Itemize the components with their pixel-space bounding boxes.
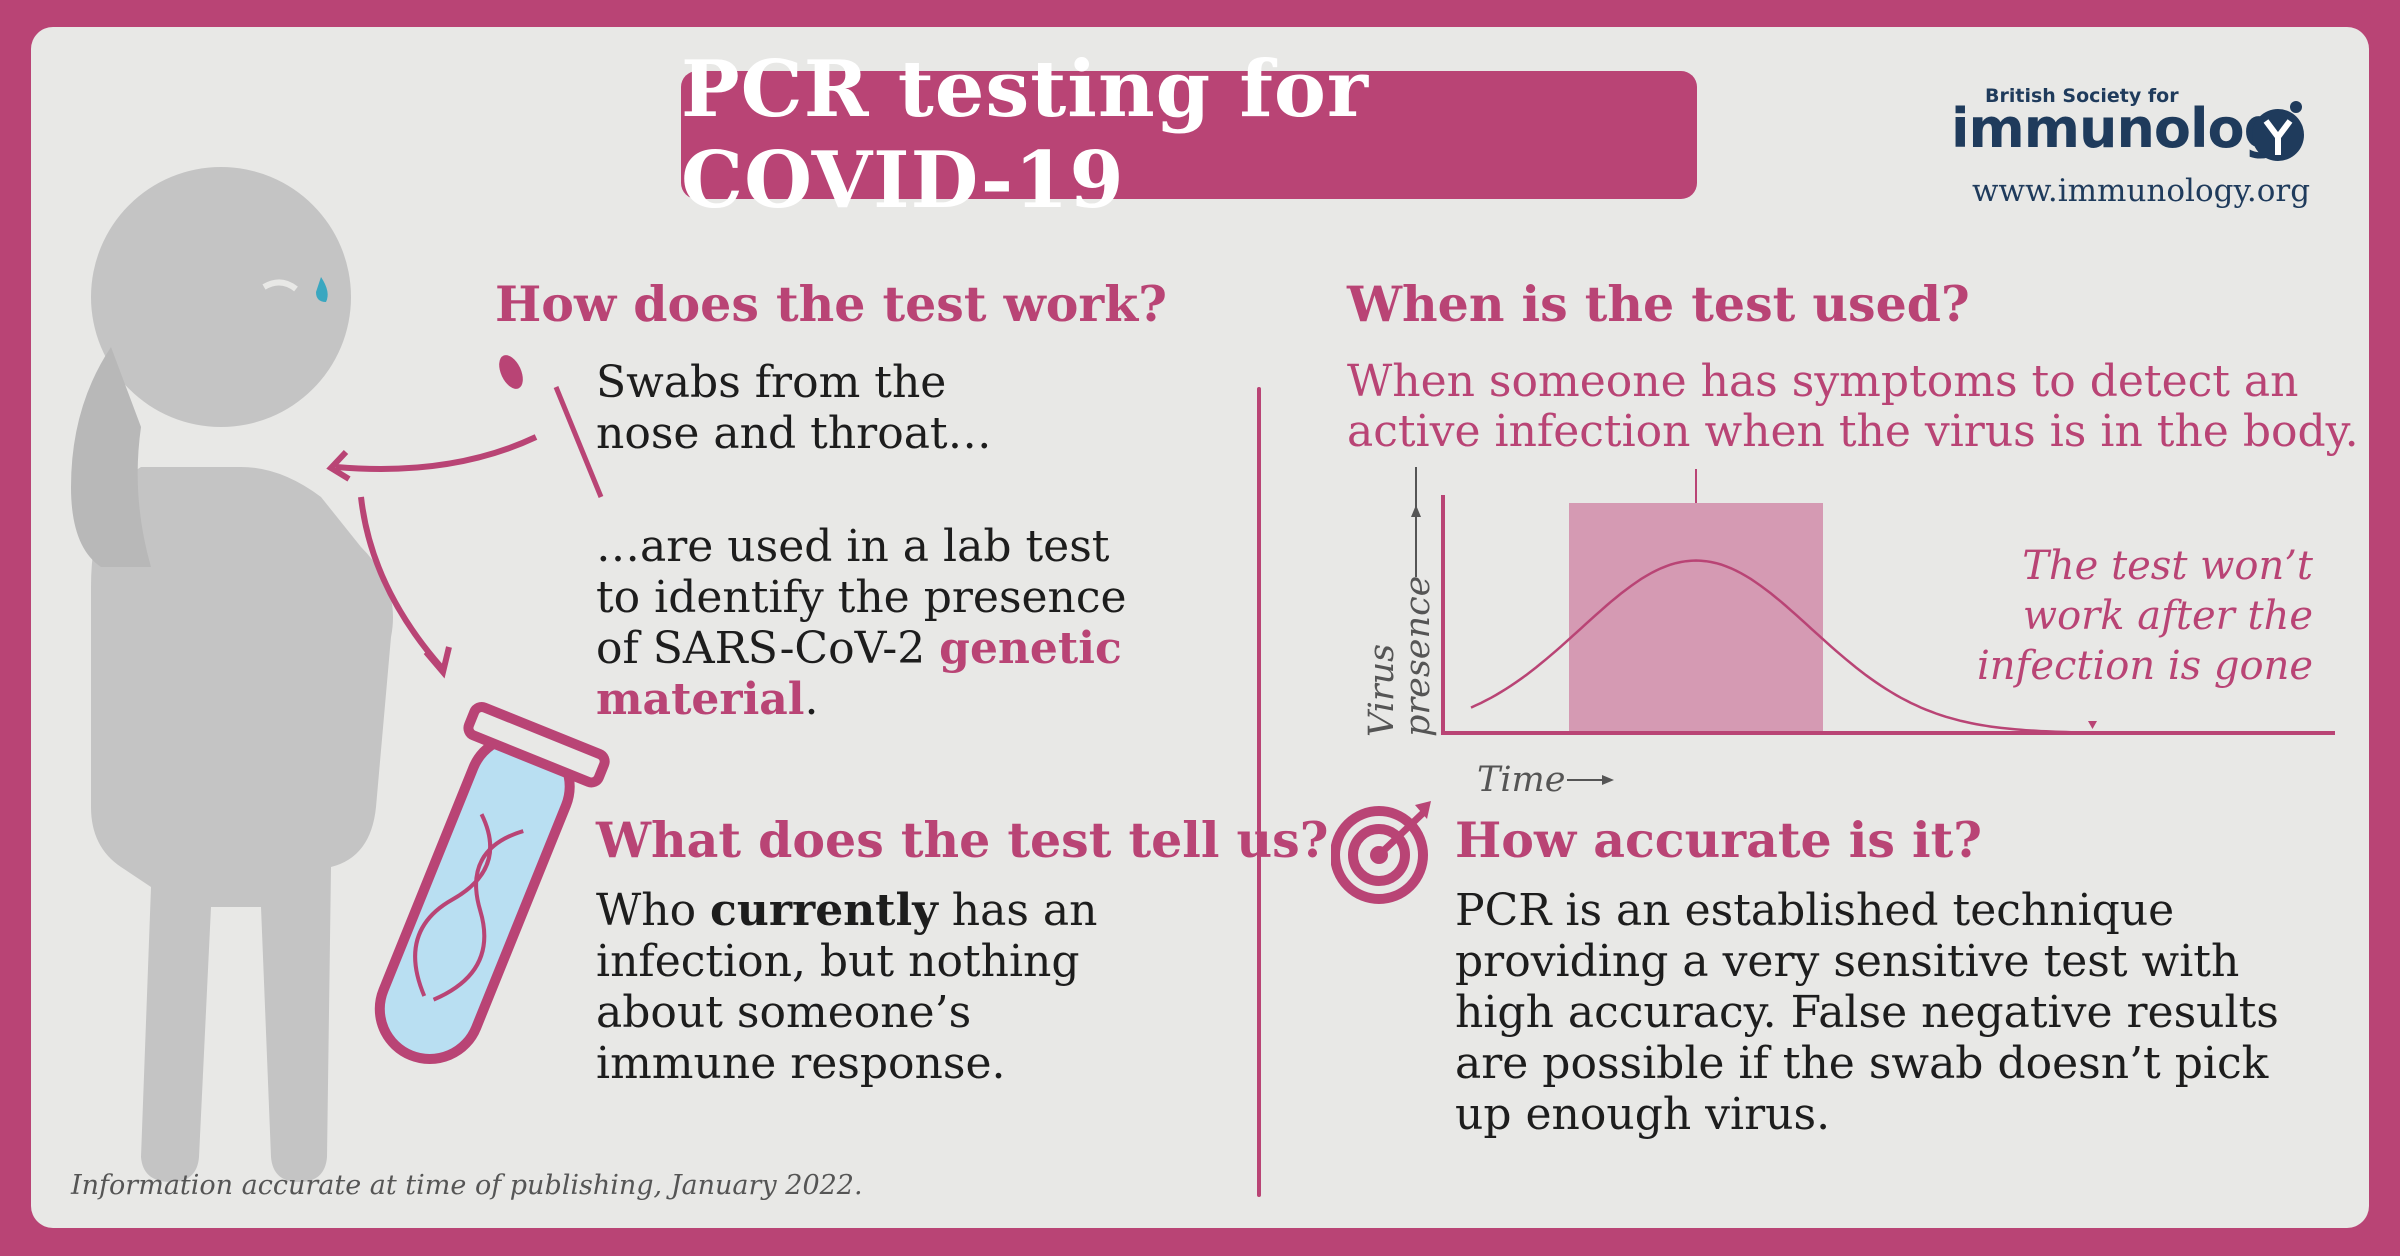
person-body <box>91 467 393 1182</box>
tell-text: Who currently has an infection, but noth… <box>596 885 1097 1089</box>
accuracy-line-1: PCR is an established technique <box>1455 885 2175 936</box>
used-line-2: active infection when the virus is in th… <box>1347 406 2359 457</box>
swab-text: Swabs from the nose and throat… <box>596 357 992 459</box>
accuracy-line-2: providing a very sensitive test with <box>1455 936 2240 987</box>
accuracy-line-3: high accuracy. False negative results <box>1455 987 2279 1038</box>
person-figure <box>71 167 393 1182</box>
sweat-drop-icon <box>316 277 328 302</box>
title-banner: PCR testing for COVID-19 <box>681 44 1697 226</box>
genetic-highlight: genetic <box>939 623 1122 674</box>
arrow-to-tube <box>358 496 444 669</box>
virus-curve <box>1470 559 2151 735</box>
x-arrow-head-icon <box>1602 775 1614 785</box>
accuracy-text: PCR is an established technique providin… <box>1455 885 2279 1140</box>
target-icon <box>1331 801 1431 904</box>
logo-small-text: British Society for <box>1985 85 2179 107</box>
person-with-test-tube-illustration <box>71 167 610 1182</box>
swab-line-1: Swabs from the <box>596 357 947 408</box>
x-axis-label: Time <box>1477 760 1565 800</box>
person-head <box>91 167 351 427</box>
lab-line-4-end: . <box>804 674 819 725</box>
tell-line-1b: has an <box>937 885 1098 936</box>
page-title: PCR testing for COVID-19 <box>681 44 1370 226</box>
bsi-logo: British Society for immunolog <box>1951 81 2351 191</box>
test-tube-icon <box>374 702 610 1064</box>
material-highlight: material <box>596 674 805 725</box>
tell-line-1a: Who <box>596 885 711 936</box>
footer-note: Information accurate at time of publishi… <box>71 1170 863 1201</box>
lab-text: …are used in a lab test to identify the … <box>596 521 1127 725</box>
tell-heading: What does the test tell us? <box>596 811 1329 869</box>
accuracy-line-4: are possible if the swab doesn’t pick <box>1455 1038 2269 1089</box>
swab-line-2: nose and throat… <box>596 408 992 459</box>
ylabel-presence: presence <box>1398 576 1438 737</box>
tell-line-2: infection, but nothing <box>596 936 1080 987</box>
used-text: When someone has symptoms to detect an a… <box>1347 357 2359 457</box>
how-heading: How does the test work? <box>495 275 1167 333</box>
used-line-1: When someone has symptoms to detect an <box>1347 356 2299 407</box>
virus-presence-chart: Virus presence Time <box>1362 467 2335 800</box>
accuracy-line-5: up enough virus. <box>1455 1089 1831 1140</box>
lab-line-2: to identify the presence <box>596 572 1127 623</box>
website-url[interactable]: www.immunology.org <box>1971 173 2311 209</box>
y-axis-label: Virus presence <box>1362 576 1438 737</box>
tell-line-4: immune response. <box>596 1038 1006 1089</box>
test-limit-note: The test won’t work after the infection … <box>1977 541 2313 691</box>
logo-y-icon <box>2252 101 2304 161</box>
y-arrow-head-icon <box>1411 505 1421 517</box>
currently-emphasis: currently <box>710 885 938 936</box>
arrow-to-mouth <box>335 434 538 472</box>
arrow-head-left-icon <box>326 449 351 482</box>
note-line-1: The test won’t <box>2022 543 2313 589</box>
person-arm <box>71 347 151 567</box>
infographic-panel: PCR testing for COVID-19 British Society… <box>31 27 2369 1228</box>
logo-big-text: immunolog <box>1951 97 2282 160</box>
note-pointer-icon <box>2088 721 2097 729</box>
note-line-2: work after the <box>2022 593 2313 639</box>
arrow-head-down-icon <box>423 646 452 679</box>
tell-line-3: about someone’s <box>596 987 972 1038</box>
ylabel-virus: Virus <box>1362 644 1402 737</box>
note-line-3: infection is gone <box>1976 643 2313 689</box>
test-window-rect <box>1569 503 1823 733</box>
used-heading: When is the test used? <box>1347 275 1970 333</box>
person-frown <box>262 279 298 292</box>
column-divider <box>1257 387 1261 1197</box>
swab-icon <box>499 355 604 498</box>
lab-line-1: …are used in a lab test <box>596 521 1110 572</box>
accuracy-heading: How accurate is it? <box>1455 811 1982 869</box>
lab-line-3: of SARS-CoV-2 <box>596 623 940 674</box>
